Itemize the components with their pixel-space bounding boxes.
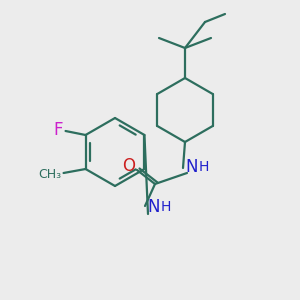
Text: CH₃: CH₃: [38, 167, 61, 181]
Text: H: H: [199, 160, 209, 174]
Text: F: F: [54, 121, 63, 139]
Text: N: N: [186, 158, 198, 176]
Text: H: H: [161, 200, 171, 214]
Text: N: N: [148, 198, 160, 216]
Text: O: O: [122, 157, 136, 175]
